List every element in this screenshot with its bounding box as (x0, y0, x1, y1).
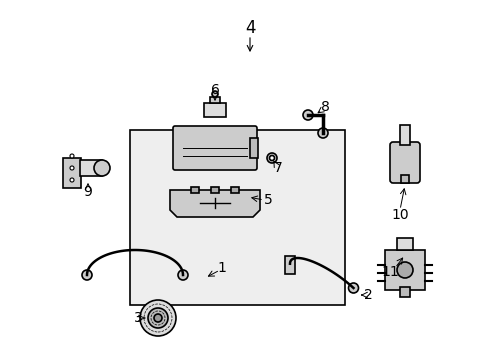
Bar (80, 160, 102, 176)
Text: 8: 8 (320, 100, 329, 114)
Bar (249, 138, 258, 158)
Text: 3: 3 (133, 311, 142, 325)
Bar (203, 103, 225, 117)
Bar (285, 256, 294, 274)
Polygon shape (170, 190, 260, 217)
Circle shape (82, 270, 92, 280)
Bar (384, 250, 424, 290)
Circle shape (317, 128, 327, 138)
Bar (63, 158, 81, 188)
Bar (399, 125, 409, 145)
Circle shape (266, 153, 276, 163)
Bar (210, 187, 219, 193)
Circle shape (178, 270, 187, 280)
Bar (399, 287, 409, 297)
Text: 4: 4 (244, 19, 255, 37)
FancyBboxPatch shape (173, 126, 257, 170)
Text: 11: 11 (380, 265, 398, 279)
Text: 5: 5 (263, 193, 272, 207)
Text: 7: 7 (273, 161, 282, 175)
Bar (130, 130, 345, 305)
Text: 6: 6 (210, 83, 219, 97)
Bar (209, 97, 220, 103)
Circle shape (303, 110, 312, 120)
Circle shape (212, 91, 218, 97)
Circle shape (70, 178, 74, 182)
Bar (396, 238, 412, 250)
Text: 9: 9 (83, 185, 92, 199)
Circle shape (148, 308, 168, 328)
Circle shape (396, 262, 412, 278)
Circle shape (348, 283, 358, 293)
Bar (230, 187, 239, 193)
Bar (400, 175, 408, 183)
Circle shape (94, 160, 110, 176)
FancyBboxPatch shape (389, 142, 419, 183)
Circle shape (70, 154, 74, 158)
Text: 10: 10 (390, 208, 408, 222)
Text: 1: 1 (217, 261, 226, 275)
Circle shape (70, 166, 74, 170)
Bar (191, 187, 199, 193)
Circle shape (140, 300, 176, 336)
Circle shape (154, 314, 162, 322)
Circle shape (269, 156, 274, 161)
Text: 2: 2 (363, 288, 372, 302)
